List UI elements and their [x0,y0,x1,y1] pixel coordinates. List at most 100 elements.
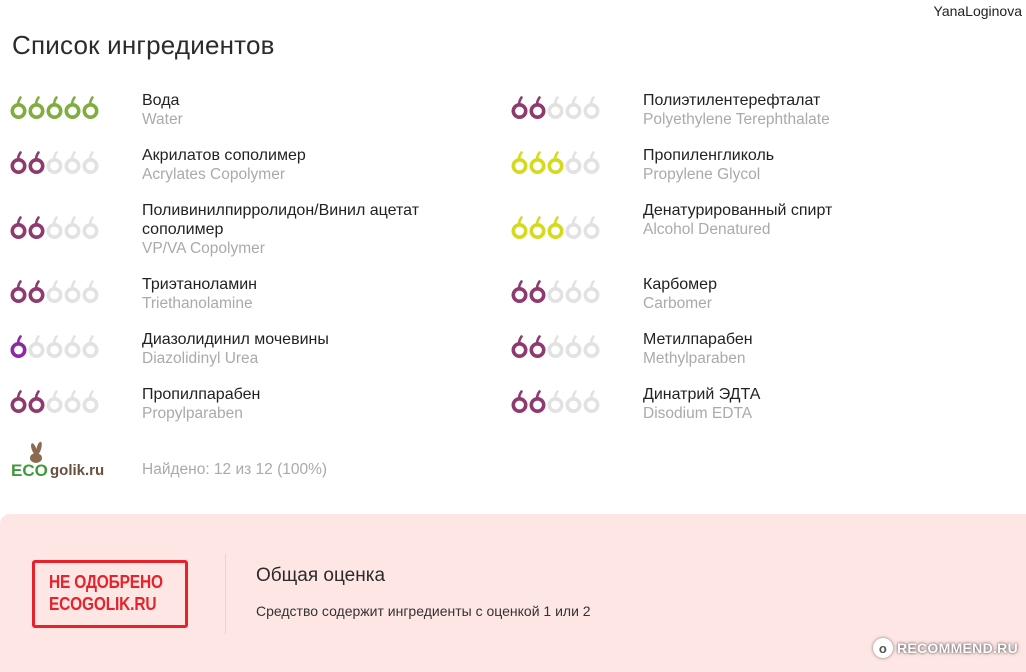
ingredient-name-ru: Денатурированный спирт [643,202,833,219]
drop-icon [28,280,45,303]
ingredient-item[interactable]: Полиэтилентерефталат Polyethylene Tereph… [511,90,991,145]
rating-icons [511,280,600,304]
ingredient-name-ru: Пропилпарабен [142,386,261,403]
stamp-line-1: НЕ ОДОБРЕНО [49,572,163,592]
drop-icon [28,216,45,239]
drop-icon [511,335,528,358]
found-count: Найдено: 12 из 12 (100%) [142,461,328,478]
drop-icon [529,151,546,174]
ingredient-name-ru: Полиэтилентерефталат [643,92,821,109]
drop-icon [10,216,27,239]
verdict-panel: НЕ ОДОБРЕНО ECOGOLIK.RU Общая оценка Сре… [0,514,1026,672]
ingredients-column-right: Полиэтилентерефталат Polyethylene Tereph… [511,90,991,439]
drop-icon [46,280,63,303]
ecogolik-logo[interactable]: ECO golik.ru [10,440,130,488]
drop-icon [511,216,528,239]
ingredient-item[interactable]: Акрилатов сополимер Acrylates Copolymer [10,145,490,200]
drop-icon [82,151,99,174]
drop-icon [583,216,600,239]
drop-icon [529,96,546,119]
logo-eco: ECO [11,461,48,480]
ingredient-name-en: Propylene Glycol [643,166,761,183]
verdict-title: Общая оценка [256,565,386,586]
source-row: ECO golik.ru Найдено: 12 из 12 (100%) [10,440,490,488]
divider [225,554,226,634]
drop-icon [64,390,81,413]
drop-icon [46,216,63,239]
drop-icon [64,216,81,239]
ingredient-name-en: Disodium EDTA [643,405,753,422]
drop-icon [565,390,582,413]
drop-icon [565,280,582,303]
ingredient-item[interactable]: Диазолидинил мочевины Diazolidinyl Urea [10,329,490,384]
ingredient-name-en: Triethanolamine [142,295,253,312]
drop-icon [583,96,600,119]
ingredient-item[interactable]: Пропилпарабен Propylparaben [10,384,490,439]
ingredient-item[interactable]: Денатурированный спирт Alcohol Denatured [511,200,991,274]
rating-icons [10,390,99,414]
rabbit-icon [30,441,42,463]
ingredient-item[interactable]: Карбомер Carbomer [511,274,991,329]
ingredient-item[interactable]: Поливинилпирролидон/Винил ацетат сополим… [10,200,490,274]
ingredient-name-en: VP/VA Copolymer [142,240,265,257]
drop-icon [529,280,546,303]
rating-icons [10,216,99,240]
rating-icons [511,216,600,240]
ingredient-name-ru: Динатрий ЭДТА [643,386,761,403]
ingredient-item[interactable]: Триэтаноламин Triethanolamine [10,274,490,329]
drop-icon [82,280,99,303]
drop-icon [82,335,99,358]
ingredient-name-en: Acrylates Copolymer [142,166,285,183]
drop-icon [46,390,63,413]
drop-icon [10,335,27,358]
verdict-text: Средство содержит ингредиенты с оценкой … [256,603,591,619]
drop-icon [529,216,546,239]
rating-icons [511,96,600,120]
drop-icon [46,96,63,119]
ingredient-name-en: Carbomer [643,295,712,312]
ingredient-name-en: Methylparaben [643,350,746,367]
ingredient-name-ru: Поливинилпирролидон/Винил ацетат сополим… [142,202,420,238]
rating-icons [511,151,600,175]
drop-icon [529,390,546,413]
rating-icons [10,335,99,359]
drop-icon [547,151,564,174]
recommend-watermark: o RECOMMEND.RU [872,638,1018,658]
ingredient-name-ru: Пропиленгликоль [643,147,775,164]
drop-icon [64,151,81,174]
drop-icon [10,151,27,174]
logo-rest: golik.ru [50,462,104,479]
drop-icon [64,335,81,358]
ingredient-name-en: Polyethylene Terephthalate [643,111,830,128]
drop-icon [583,390,600,413]
watermark-text: RECOMMEND.RU [896,640,1018,656]
page-title: Список ингредиентов [12,30,275,60]
ingredient-name-en: Propylparaben [142,405,243,422]
drop-icon [547,96,564,119]
ingredient-item[interactable]: Динатрий ЭДТА Disodium EDTA [511,384,991,439]
username[interactable]: YanaLoginova [933,3,1022,19]
drop-icon [565,216,582,239]
ingredient-item[interactable]: Метилпарабен Methylparaben [511,329,991,384]
ingredient-name-ru: Диазолидинил мочевины [142,331,329,348]
not-approved-stamp: НЕ ОДОБРЕНО ECOGOLIK.RU [32,560,188,628]
drop-icon [547,390,564,413]
otzovik-icon: o [872,638,893,658]
drop-icon [565,96,582,119]
ingredient-name-ru: Акрилатов сополимер [142,147,306,164]
drop-icon [547,280,564,303]
drop-icon [64,96,81,119]
drop-icon [511,390,528,413]
ingredient-name-en: Diazolidinyl Urea [142,350,259,367]
drop-icon [583,335,600,358]
rating-icons [511,390,600,414]
drop-icon [46,151,63,174]
rating-icons [10,151,99,175]
drop-icon [64,280,81,303]
ingredient-item[interactable]: Пропиленгликоль Propylene Glycol [511,145,991,200]
rating-icons [10,96,99,120]
drop-icon [82,390,99,413]
drop-icon [511,151,528,174]
ingredient-name-ru: Карбомер [643,276,717,293]
ingredient-item[interactable]: Вода Water [10,90,490,145]
